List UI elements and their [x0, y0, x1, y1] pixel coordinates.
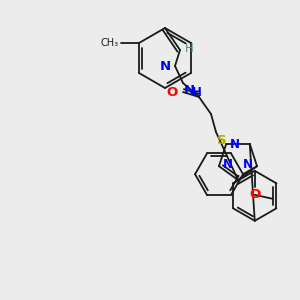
Text: N: N — [184, 84, 195, 97]
Text: N: N — [223, 158, 233, 171]
Text: H: H — [185, 41, 194, 55]
Text: O: O — [249, 188, 260, 201]
Text: N: N — [230, 138, 240, 151]
Text: S: S — [217, 134, 226, 147]
Text: N: N — [160, 59, 171, 73]
Text: CH₃: CH₃ — [101, 38, 119, 48]
Text: O: O — [167, 85, 178, 98]
Text: N: N — [243, 158, 253, 171]
Text: H: H — [192, 86, 202, 99]
